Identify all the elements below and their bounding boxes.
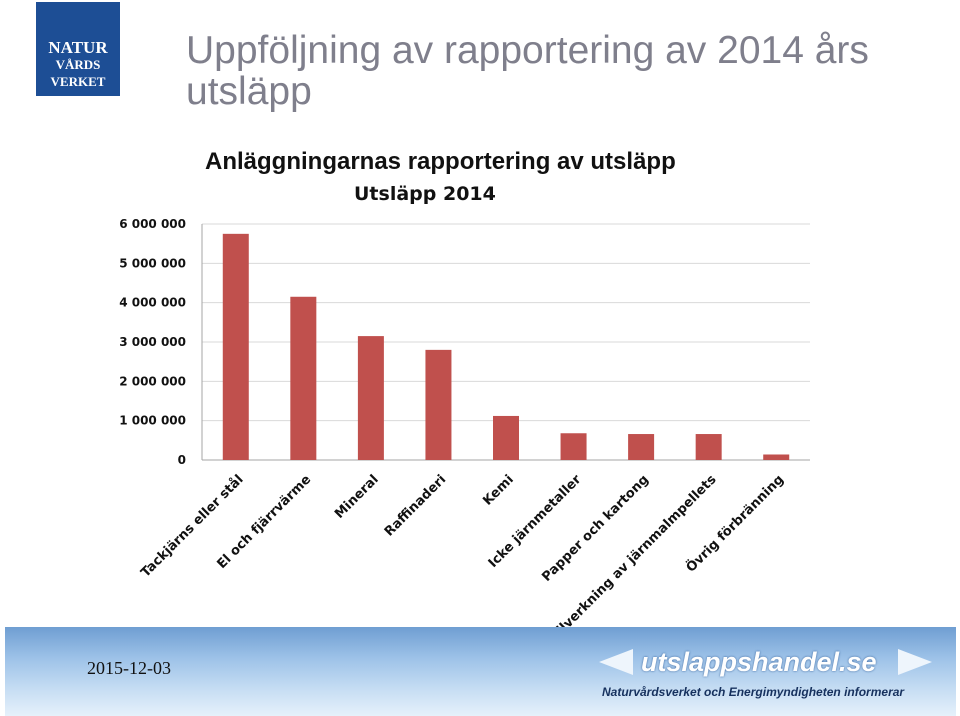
footer-tagline: Naturvårdsverket och Energimyndigheten i… (602, 685, 905, 699)
y-tick-label: 2 000 000 (119, 374, 186, 388)
logo-line-1: NATUR (48, 38, 108, 57)
logo-line-3: VERKET (50, 74, 106, 89)
footer-date: 2015-12-03 (87, 658, 171, 678)
chart-title: Utsläpp 2014 (354, 183, 496, 205)
y-tick-label: 1 000 000 (119, 414, 186, 428)
x-tick-label: Mineral (332, 472, 382, 522)
logo-line-2: VÅRDS (55, 57, 101, 72)
y-tick-label: 5 000 000 (119, 256, 186, 270)
y-tick-label: 3 000 000 (119, 335, 186, 349)
y-tick-label: 6 000 000 (119, 217, 186, 231)
bar (695, 434, 722, 460)
bar-chart: 0 1 000 000 2 000 000 3 000 000 4 000 000 5 0… (119, 217, 810, 640)
bar (222, 233, 249, 460)
footer-banner: 2015-12-03 utslappshandel.se Naturvårdsv… (5, 627, 956, 716)
arrow-right-icon (898, 649, 932, 675)
x-tick-label: Kemi (480, 472, 517, 509)
bar (357, 336, 384, 460)
bar (425, 349, 452, 460)
slide-title: Uppföljning av rapportering av 2014 års … (186, 29, 869, 113)
bar (560, 433, 587, 460)
x-tick-label: Raffinaderi (382, 472, 449, 539)
site-name[interactable]: utslappshandel.se (641, 647, 877, 677)
bar (290, 296, 317, 460)
arrow-left-icon (599, 649, 633, 675)
naturvardsverket-logo: NATUR VÅRDS VERKET (36, 2, 120, 96)
bar (628, 434, 655, 460)
bar (493, 415, 519, 460)
chart-heading: Anläggningarnas rapportering av utsläpp (205, 148, 676, 175)
bar (763, 454, 790, 460)
y-tick-label: 0 (178, 453, 186, 467)
y-tick-label: 4 000 000 (119, 296, 186, 310)
